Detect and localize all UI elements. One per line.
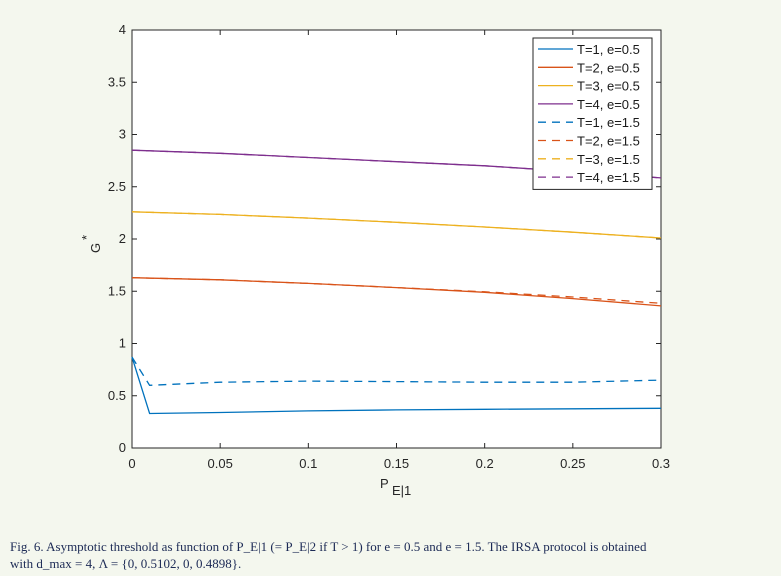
series-layer xyxy=(131,149,662,415)
legend-entry-label: T=4, e=1.5 xyxy=(577,170,640,185)
ticks-layer: 0 0.05 0.1 0.15 0.2 0.25 0.3 0 0.5 1 1.5 2 2.5 3 3.5 4 xyxy=(108,22,670,471)
legend-entry-label: T=3, e=0.5 xyxy=(577,79,640,94)
x-axis-title: P E|1 xyxy=(380,476,411,498)
legend: T=1, e=0.5 T=2, e=0.5 T=3, e=0.5 T=4, e=0.5… xyxy=(532,37,653,190)
legend-entry-label: T=2, e=0.5 xyxy=(577,60,640,75)
y-axis-title: G * xyxy=(79,235,103,253)
figure-caption: Fig. 6. Asymptotic threshold as function… xyxy=(10,538,775,572)
x-tick-label: 0.15 xyxy=(384,456,409,471)
y-tick-label: 2 xyxy=(119,231,126,246)
legend-entry-label: T=3, e=1.5 xyxy=(577,152,640,167)
x-axis-label: P xyxy=(380,476,389,491)
series-line-t-1-e-0.5 xyxy=(131,356,662,415)
y-tick-label: 3.5 xyxy=(108,74,126,89)
y-tick-label: 1.5 xyxy=(108,283,126,298)
series-line-t-1-e-1.5 xyxy=(131,356,662,386)
y-tick-label: 1 xyxy=(119,336,126,351)
x-tick-label: 0 xyxy=(128,456,135,471)
y-tick-label: 3 xyxy=(119,127,126,142)
chart: 0 0.05 0.1 0.15 0.2 0.25 0.300.511.522.533.54 … xyxy=(79,22,670,498)
y-tick-label: 0.5 xyxy=(108,388,126,403)
series-line-t-3-e-1.5 xyxy=(131,211,662,239)
y-tick-label: 0 xyxy=(119,440,126,455)
x-tick-label: 0.2 xyxy=(476,456,494,471)
x-tick-label: 0.3 xyxy=(652,456,670,471)
x-tick-label: 0.25 xyxy=(560,456,585,471)
y-tick-label: 2.5 xyxy=(108,179,126,194)
legend-entry-label: T=1, e=1.5 xyxy=(577,115,640,130)
legend-entry-label: T=4, e=0.5 xyxy=(577,97,640,112)
caption-line-2: with d_max = 4, Λ = {0, 0.5102, 0, 0.489… xyxy=(10,556,242,571)
x-axis-label-subscript: E|1 xyxy=(392,483,411,498)
y-axis-label: G xyxy=(88,243,103,253)
caption-line-1: Fig. 6. Asymptotic threshold as function… xyxy=(10,539,647,554)
legend-entry-label: T=2, e=1.5 xyxy=(577,134,640,149)
legend-box xyxy=(532,37,653,190)
x-tick-label: 0.1 xyxy=(299,456,317,471)
legend-entry-label: T=1, e=0.5 xyxy=(577,42,640,57)
x-tick-label: 0.05 xyxy=(208,456,233,471)
y-tick-label: 4 xyxy=(119,22,126,37)
series-line-t-2-e-1.5 xyxy=(131,277,662,304)
y-axis-label-superscript: * xyxy=(79,235,94,240)
